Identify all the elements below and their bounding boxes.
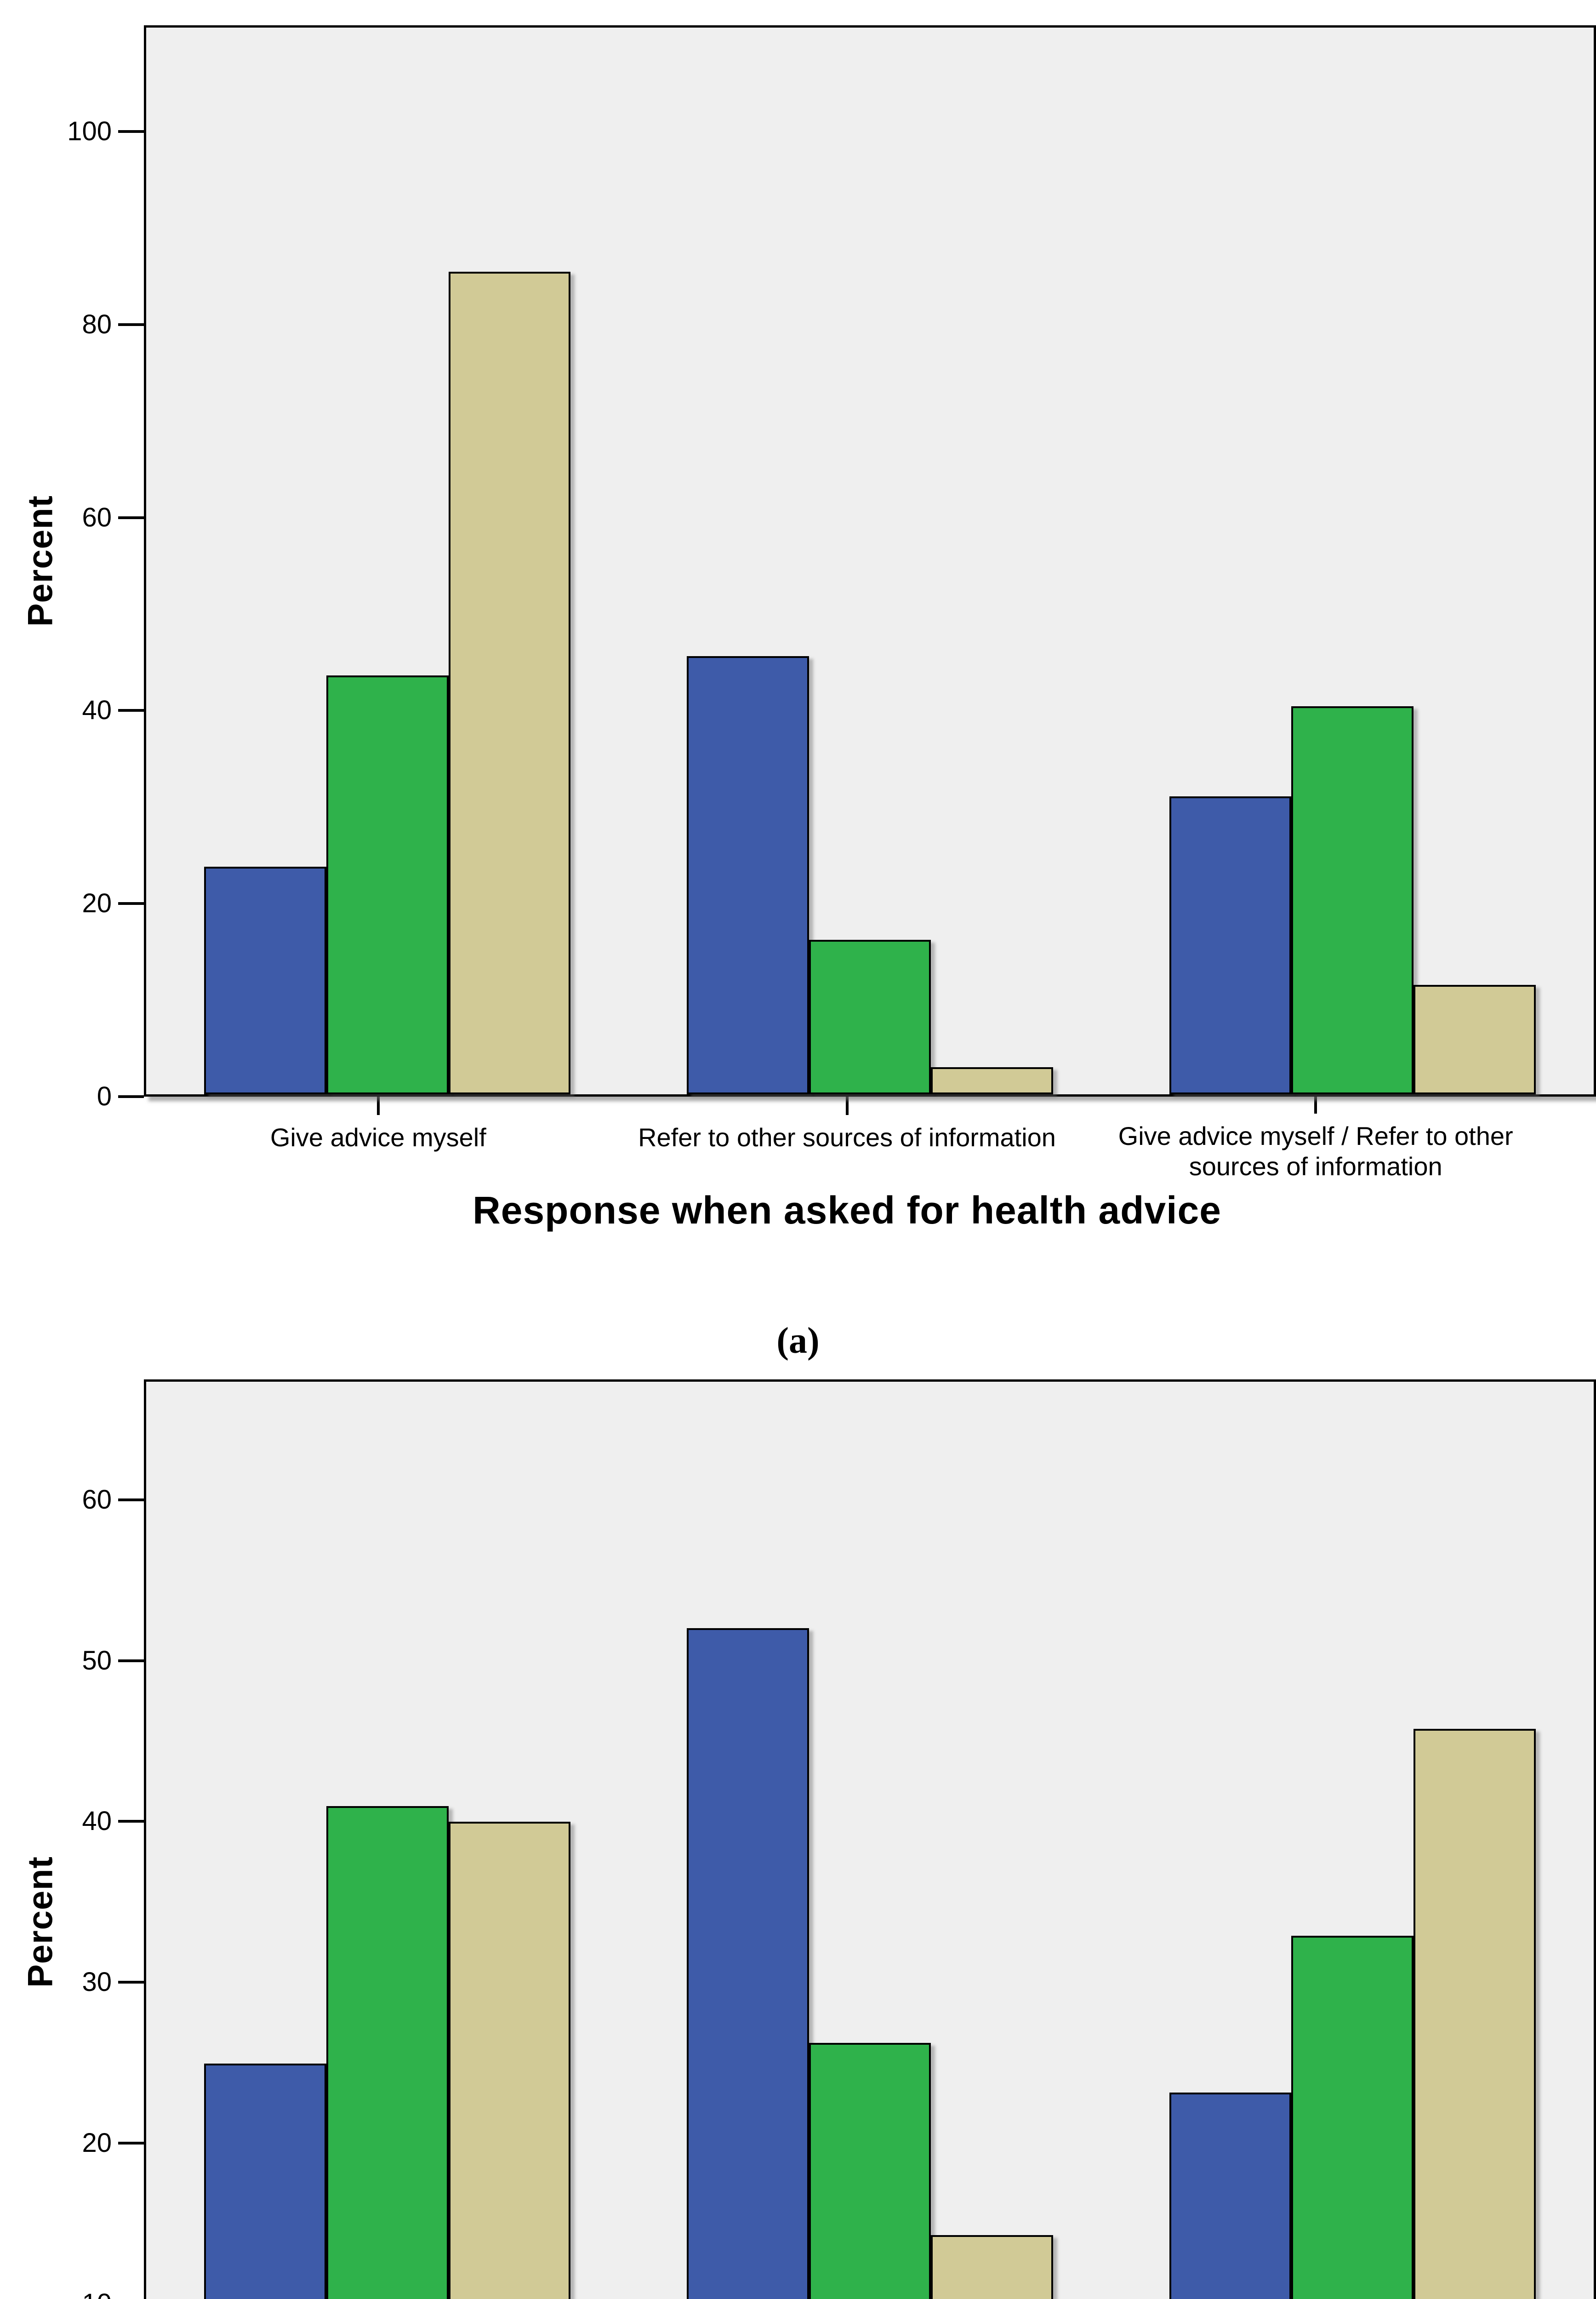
plot-area	[144, 1379, 1596, 2299]
y-tick-60: 60	[82, 504, 144, 531]
y-tick-50: 50	[82, 1647, 144, 1674]
y-tick-label: 60	[82, 1485, 112, 1515]
y-tick-mark	[118, 516, 144, 519]
y-tick-mark	[118, 1820, 144, 1823]
bar-tan-group1	[448, 1822, 571, 2299]
chart-diet-advice: Percent 0102030405060 Give advice myself…	[0, 1362, 1596, 2299]
y-tick-label: 10	[82, 2290, 112, 2299]
bar-green-group3	[1291, 706, 1414, 1094]
y-tick-0: 0	[97, 1083, 144, 1110]
y-tick-label: 20	[82, 888, 112, 919]
x-category-slot-3: Give advice myself / Refer to other sour…	[1081, 1097, 1550, 1182]
y-tick-mark	[118, 902, 144, 905]
bar-green-group3	[1291, 1935, 1414, 2299]
bar-blue-group3	[1169, 796, 1292, 1094]
y-tick-10: 10	[82, 2290, 144, 2299]
y-tick-80: 80	[82, 311, 144, 338]
y-tick-label: 40	[82, 695, 112, 726]
y-tick-40: 40	[82, 1808, 144, 1835]
subfigure-label-a: (a)	[776, 1321, 820, 1361]
y-tick-mark	[118, 1095, 144, 1098]
y-tick-label: 80	[82, 309, 112, 339]
y-axis: Percent 0 20 40 60 80 100	[0, 25, 144, 1110]
y-tick-30: 30	[82, 1969, 144, 1996]
y-tick-label: 40	[82, 1806, 112, 1836]
y-tick-mark	[118, 1498, 144, 1502]
y-tick-label: 60	[82, 502, 112, 532]
x-category-label: Give advice myself / Refer to other sour…	[1118, 1121, 1513, 1181]
chart-b-plot-row: Percent 0102030405060	[0, 1379, 1596, 2299]
bar-blue-group2	[687, 1628, 809, 2299]
y-tick-label: 100	[67, 116, 112, 146]
bar-tan-group3	[1413, 984, 1536, 1094]
y-tick-mark	[118, 1981, 144, 1984]
bar-green-group1	[326, 1806, 449, 2299]
x-tick-mark	[845, 1097, 849, 1115]
bar-tan-group2	[931, 1067, 1053, 1094]
bar-green-group2	[809, 2042, 931, 2299]
bar-blue-group1	[204, 866, 327, 1094]
y-tick-mark	[118, 130, 144, 133]
y-axis-title: Percent	[21, 495, 60, 627]
y-tick-mark	[118, 2141, 144, 2145]
plot-area	[144, 25, 1596, 1097]
y-tick-60: 60	[82, 1487, 144, 1513]
bar-green-group2	[809, 939, 931, 1094]
y-tick-label: 30	[82, 1967, 112, 1997]
y-tick-40: 40	[82, 697, 144, 724]
y-tick-mark	[118, 1659, 144, 1662]
x-axis-labels: Give advice myself Refer to other sources…	[144, 1097, 1550, 1182]
bar-green-group1	[326, 675, 449, 1094]
y-axis-title: Percent	[21, 1856, 60, 1988]
y-tick-label: 50	[82, 1645, 112, 1676]
y-tick-mark	[118, 323, 144, 326]
y-tick-20: 20	[82, 2127, 144, 2158]
y-tick-label: 20	[82, 2127, 112, 2158]
y-tick-20: 20	[82, 890, 144, 917]
x-category-label: Give advice myself	[270, 1123, 486, 1152]
bar-tan-group3	[1413, 1729, 1536, 2299]
x-category-label: Refer to other sources of information	[638, 1123, 1056, 1152]
x-axis-title: Response when asked for health advice	[473, 1189, 1221, 1232]
chart-health-advice: Percent 0 20 40 60 80 100 Give advice myself R…	[0, 25, 1596, 1361]
bar-blue-group2	[687, 656, 809, 1094]
x-category-slot-1: Give advice myself	[144, 1097, 613, 1182]
y-axis: Percent 0102030405060	[0, 1379, 144, 2299]
bar-blue-group3	[1169, 2092, 1292, 2299]
y-tick-mark	[118, 709, 144, 712]
x-tick-mark	[376, 1097, 380, 1115]
y-tick-label: 0	[97, 1081, 112, 1111]
bar-tan-group2	[931, 2235, 1053, 2299]
bar-blue-group1	[204, 2064, 327, 2299]
y-tick-100: 100	[67, 118, 144, 145]
bar-tan-group1	[448, 271, 571, 1094]
x-tick-mark	[1314, 1097, 1317, 1114]
chart-a-plot-row: Percent 0 20 40 60 80 100	[0, 25, 1596, 1110]
x-category-slot-2: Refer to other sources of information	[613, 1097, 1082, 1182]
